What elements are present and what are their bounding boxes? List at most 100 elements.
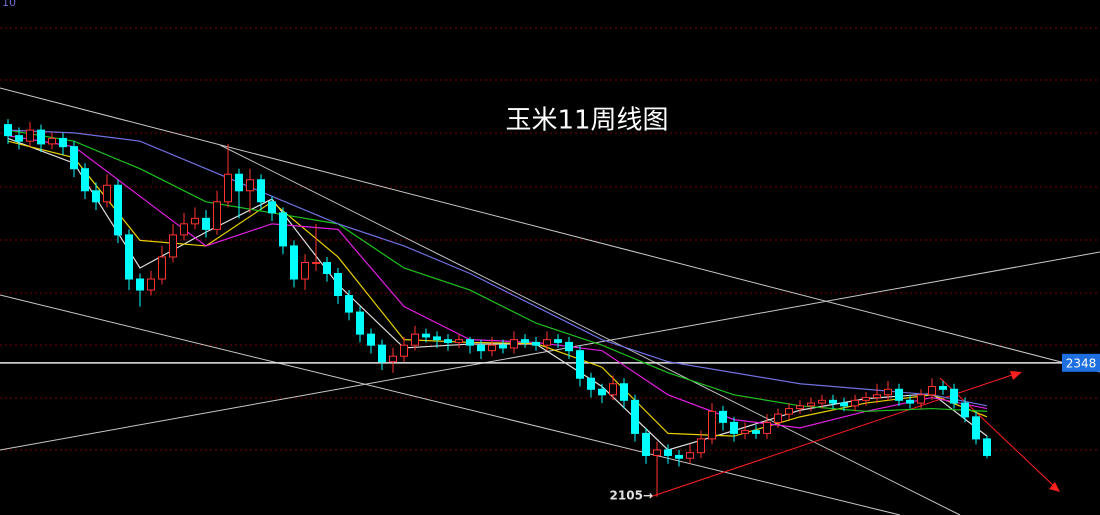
candle-body xyxy=(103,184,111,203)
candle-body xyxy=(950,388,958,404)
plot: 2348 2105→ xyxy=(0,119,1100,502)
red-trend-line xyxy=(939,377,1057,489)
candle-body xyxy=(312,261,320,264)
candle-body xyxy=(246,179,254,192)
candle-body xyxy=(741,430,749,434)
candle-body xyxy=(752,430,760,434)
candle-body xyxy=(477,344,485,352)
candle-body xyxy=(323,261,331,274)
candle-body xyxy=(884,388,892,396)
candle-body xyxy=(818,399,826,404)
candle-body xyxy=(697,438,705,454)
price-label-box xyxy=(1062,353,1100,372)
candle-body xyxy=(455,339,463,343)
candle-body xyxy=(807,402,815,407)
candle-body xyxy=(235,173,243,192)
candle-body xyxy=(70,146,78,170)
candle-body xyxy=(917,394,925,404)
price-label: 2348 xyxy=(1066,356,1097,370)
candle-body xyxy=(565,341,573,352)
candle-body xyxy=(147,278,155,291)
candle-body xyxy=(81,168,89,192)
candle-body xyxy=(257,179,265,203)
candle-body xyxy=(554,339,562,343)
trend-line xyxy=(0,251,1100,451)
candle-body xyxy=(510,339,518,349)
candle-body xyxy=(576,350,584,379)
candle-body xyxy=(708,410,716,440)
candle-body xyxy=(169,234,177,258)
candle-body xyxy=(719,410,727,423)
candle-body xyxy=(301,261,309,280)
candle-body xyxy=(26,129,34,142)
candle-body xyxy=(939,386,947,390)
candle-body xyxy=(862,397,870,401)
candle-body xyxy=(268,201,276,214)
candle-body xyxy=(202,217,210,230)
candle-body xyxy=(411,333,419,346)
candle-body xyxy=(895,388,903,401)
candle-body xyxy=(851,399,859,407)
candle-body xyxy=(521,339,529,343)
candle-body xyxy=(279,212,287,247)
candle-body xyxy=(224,173,232,203)
candle-body xyxy=(37,129,45,145)
candle-body xyxy=(653,449,661,456)
candle-body xyxy=(620,383,628,401)
candle-body xyxy=(213,201,221,230)
candle-body xyxy=(631,399,639,434)
candle-body xyxy=(928,386,936,396)
candle-body xyxy=(15,135,23,142)
candle-body xyxy=(444,339,452,343)
candle-body xyxy=(906,399,914,404)
candle-body xyxy=(972,416,980,440)
candle-body xyxy=(664,449,672,456)
candle-body xyxy=(961,402,969,418)
candle-body xyxy=(400,344,408,357)
chart-title: 玉米11周线图 xyxy=(505,106,668,136)
candle-body xyxy=(180,223,188,236)
candle-body xyxy=(763,421,771,434)
candle-body xyxy=(587,377,595,390)
candle-body xyxy=(840,402,848,407)
candle-body xyxy=(488,344,496,352)
grid xyxy=(0,27,1100,451)
candle-body xyxy=(433,336,441,341)
candle-body xyxy=(389,355,397,363)
candle-body xyxy=(290,245,298,280)
candle-body xyxy=(686,452,694,459)
trend-line xyxy=(0,294,901,515)
trend-line xyxy=(219,144,961,515)
candle-body xyxy=(642,432,650,456)
candle-body xyxy=(829,399,837,404)
candle-body xyxy=(466,339,474,346)
candle-body xyxy=(598,388,606,396)
candle-body xyxy=(59,137,67,148)
arrow-head xyxy=(1049,482,1060,492)
moving-average xyxy=(7,129,988,407)
corner-label: 10 xyxy=(2,0,16,9)
candle-body xyxy=(125,234,133,280)
arrow-head xyxy=(1010,371,1022,380)
candle-body xyxy=(983,438,991,456)
candle-body xyxy=(422,333,430,338)
candle-body xyxy=(92,190,100,203)
candle-body xyxy=(345,295,353,313)
trend-line xyxy=(0,87,1100,373)
candle-body xyxy=(158,256,166,280)
candle-body xyxy=(873,394,881,399)
candle-body xyxy=(675,454,683,459)
candle-body xyxy=(532,341,540,346)
candle-body xyxy=(136,278,144,291)
candle-body xyxy=(609,383,617,396)
candle-body xyxy=(356,311,364,335)
candle-body xyxy=(334,272,342,297)
candle-body xyxy=(378,344,386,363)
candle-body xyxy=(4,124,12,137)
candle-body xyxy=(367,333,375,346)
candle-body xyxy=(191,217,199,225)
candle-body xyxy=(796,405,804,410)
candle-body xyxy=(114,184,122,236)
candle-body xyxy=(774,413,782,423)
